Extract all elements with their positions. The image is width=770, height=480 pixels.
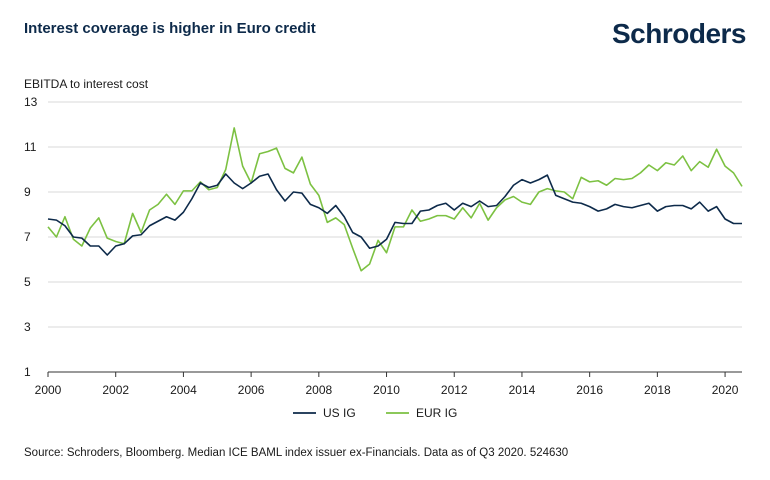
legend: US IG EUR IG <box>293 406 457 420</box>
gridlines <box>48 101 742 328</box>
x-tick-label: 2004 <box>170 383 197 397</box>
x-tick-label: 2012 <box>441 383 468 397</box>
series-line-eur-ig <box>47 127 743 272</box>
series-lines <box>47 127 743 272</box>
y-axis-label: EBITDA to interest cost <box>24 77 149 91</box>
legend-label-eur-ig: EUR IG <box>416 406 457 420</box>
x-axis-ticks: 2000 2002 2004 2006 2008 2010 2012 2014 2016 2018… <box>35 372 739 397</box>
y-tick-label: 11 <box>24 140 37 154</box>
series-line-us-ig <box>47 173 742 256</box>
x-tick-label: 2014 <box>509 383 536 397</box>
x-tick-label: 2002 <box>102 383 129 397</box>
source-note: Source: Schroders, Bloomberg. Median ICE… <box>24 447 569 459</box>
schroders-logo: Schroders <box>612 18 747 49</box>
y-tick-label: 5 <box>24 275 31 289</box>
y-tick-label: 9 <box>24 185 31 199</box>
x-tick-label: 2000 <box>35 383 62 397</box>
x-tick-label: 2008 <box>305 383 332 397</box>
chart-title: Interest coverage is higher in Euro cred… <box>24 20 316 37</box>
x-tick-label: 2016 <box>576 383 603 397</box>
y-tick-label: 7 <box>24 230 31 244</box>
x-tick-label: 2010 <box>373 383 400 397</box>
x-tick-label: 2006 <box>238 383 265 397</box>
y-tick-label: 13 <box>24 95 38 109</box>
x-tick-label: 2018 <box>644 383 671 397</box>
y-tick-label: 3 <box>24 320 31 334</box>
x-tick-label: 2020 <box>712 383 739 397</box>
y-tick-label: 1 <box>24 365 31 379</box>
legend-label-us-ig: US IG <box>323 406 356 420</box>
